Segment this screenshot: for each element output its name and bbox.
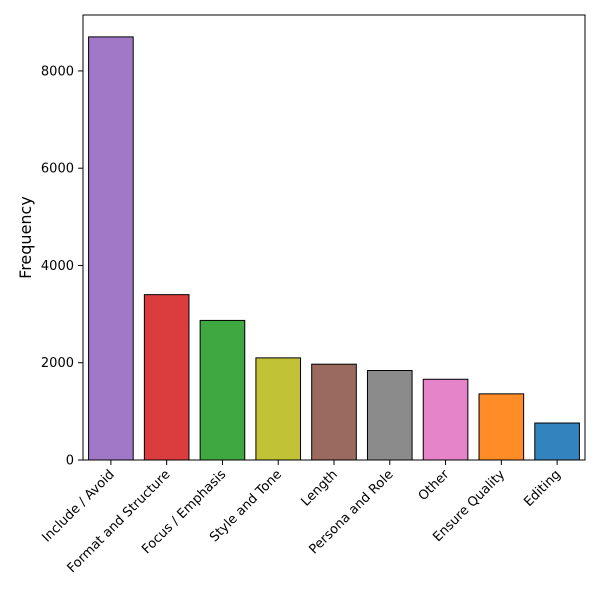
x-tick-label-8: Editing (521, 467, 564, 510)
y-tick-label-1: 2000 (41, 356, 74, 371)
bar-7 (478, 393, 525, 461)
y-tick-label-4: 8000 (41, 64, 74, 79)
bar-4 (311, 363, 357, 461)
bars-group (88, 36, 580, 461)
bar-8 (534, 422, 580, 461)
y-axis: 0 2000 4000 6000 8000 (41, 64, 83, 469)
bar-5 (366, 370, 413, 461)
x-tick-label-6: Other (416, 467, 453, 504)
y-tick-label-0: 0 (66, 454, 74, 469)
y-axis-title: Frequency (16, 196, 35, 279)
y-tick-label-3: 6000 (41, 162, 74, 177)
bar-1 (143, 294, 190, 461)
x-tick-label-1: Format and Structure (65, 467, 174, 576)
y-tick-label-2: 4000 (41, 259, 74, 274)
bar-2 (199, 319, 246, 461)
bar-6 (422, 378, 469, 461)
x-tick-label-4: Length (299, 467, 341, 509)
plot-frame (82, 14, 586, 461)
bar-0 (88, 36, 134, 461)
bar-3 (255, 357, 302, 461)
